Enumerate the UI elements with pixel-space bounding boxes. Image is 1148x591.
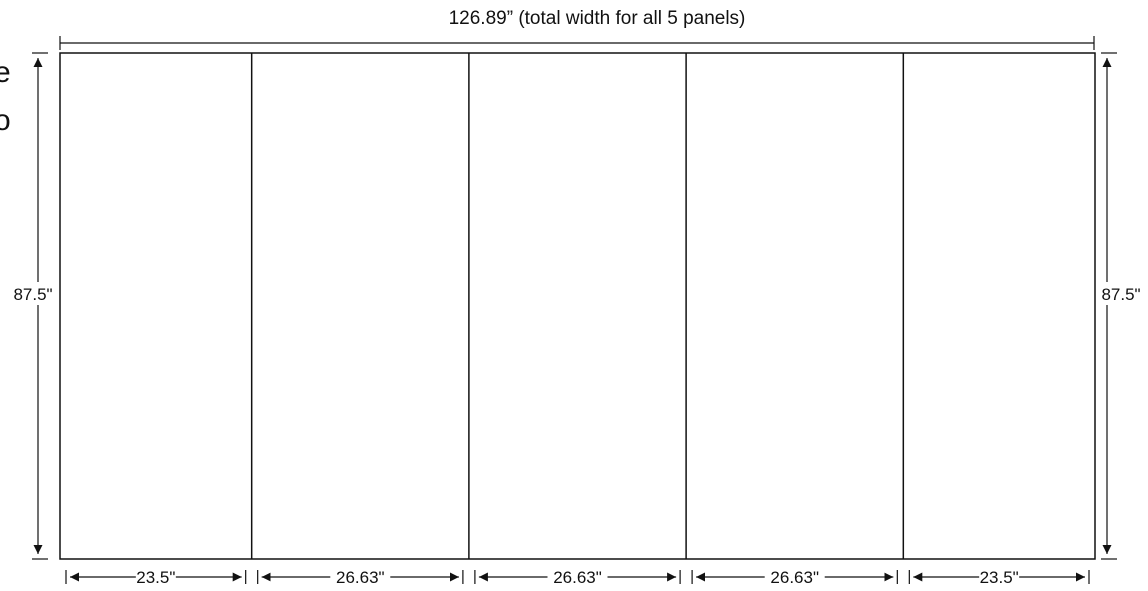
panel-width-label: 23.5" <box>136 568 175 586</box>
panel-outline <box>59 52 1096 560</box>
panel-width-label: 26.63" <box>336 568 385 586</box>
cropped-text-2: o <box>0 104 11 137</box>
cropped-text-1: e <box>0 56 11 89</box>
panel-dividers <box>250 53 905 559</box>
left-height-label: 87.5" <box>13 285 52 304</box>
panel-width-label: 26.63" <box>770 568 819 586</box>
panel-width-label: 26.63" <box>553 568 602 586</box>
total-width-label: 126.89” (total width for all 5 panels) <box>449 8 746 29</box>
panel-width-label: 23.5" <box>980 568 1019 586</box>
right-height-label: 87.5" <box>1101 285 1140 304</box>
panel-width-dimensions: 23.5" 26.63" 26.63" 26.63" 23.5" <box>65 568 1090 587</box>
